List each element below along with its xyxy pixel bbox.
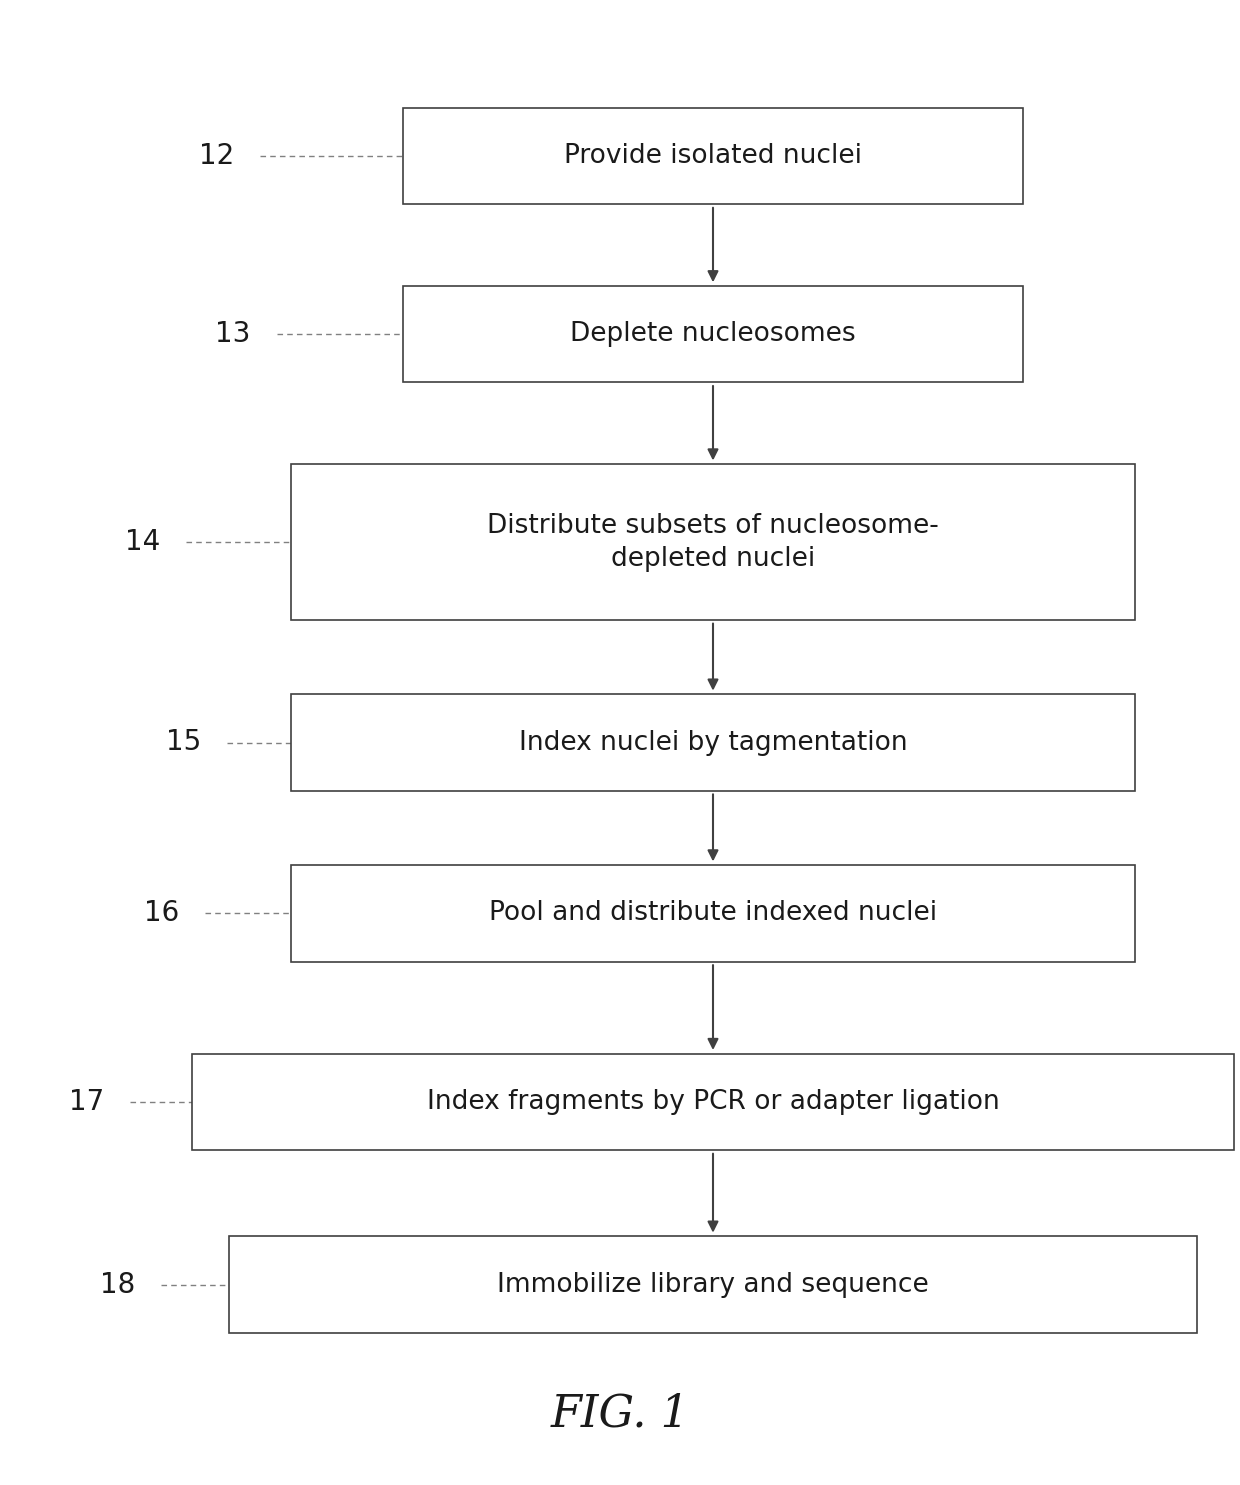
FancyBboxPatch shape: [229, 1236, 1197, 1334]
Text: 18: 18: [100, 1271, 135, 1298]
FancyBboxPatch shape: [403, 107, 1023, 203]
Text: 13: 13: [216, 321, 250, 347]
Text: Index fragments by PCR or adapter ligation: Index fragments by PCR or adapter ligati…: [427, 1089, 999, 1115]
FancyBboxPatch shape: [291, 864, 1135, 962]
Text: 12: 12: [200, 143, 234, 169]
Text: 14: 14: [125, 529, 160, 555]
Text: Immobilize library and sequence: Immobilize library and sequence: [497, 1271, 929, 1298]
Text: Pool and distribute indexed nuclei: Pool and distribute indexed nuclei: [489, 900, 937, 927]
FancyBboxPatch shape: [291, 463, 1135, 621]
Text: 16: 16: [144, 900, 179, 927]
FancyBboxPatch shape: [192, 1054, 1234, 1149]
Text: Deplete nucleosomes: Deplete nucleosomes: [570, 321, 856, 347]
Text: Distribute subsets of nucleosome-
depleted nuclei: Distribute subsets of nucleosome- deplet…: [487, 512, 939, 572]
FancyBboxPatch shape: [291, 695, 1135, 790]
FancyBboxPatch shape: [403, 285, 1023, 382]
Text: FIG. 1: FIG. 1: [551, 1391, 689, 1436]
Text: 15: 15: [166, 729, 201, 756]
Text: 17: 17: [69, 1089, 104, 1115]
Text: Index nuclei by tagmentation: Index nuclei by tagmentation: [518, 729, 908, 756]
Text: Provide isolated nuclei: Provide isolated nuclei: [564, 143, 862, 169]
